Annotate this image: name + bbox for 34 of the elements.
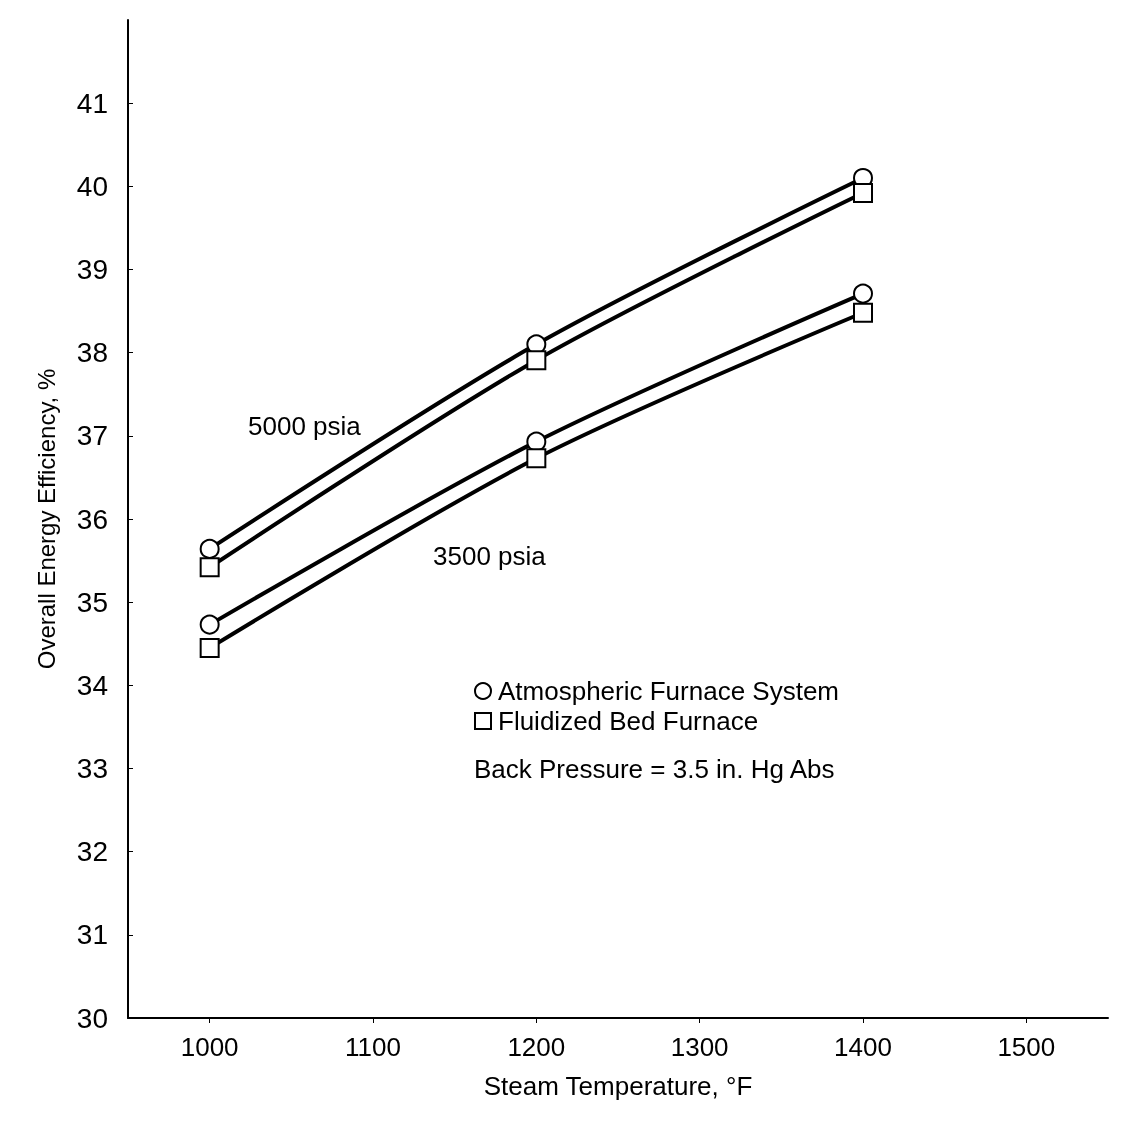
x-axis-title: Steam Temperature, °F bbox=[483, 1071, 753, 1101]
y-tick-label: 39 bbox=[76, 254, 108, 285]
legend-label: Atmospheric Furnace System bbox=[498, 676, 840, 706]
annotation: 3500 psia bbox=[433, 541, 547, 571]
point bbox=[853, 182, 873, 203]
annotation: Back Pressure = 3.5 in. Hg Abs bbox=[474, 754, 835, 784]
x-tick-label: 1300 bbox=[670, 1032, 729, 1062]
y-tick-label: 41 bbox=[76, 87, 108, 119]
x-tick-label: 1500 bbox=[997, 1032, 1056, 1062]
point bbox=[526, 350, 547, 371]
y-tick-label: 31 bbox=[76, 919, 108, 951]
x-tick-label: 1400 bbox=[834, 1032, 892, 1062]
legend-label: Fluidized Bed Furnace bbox=[498, 706, 759, 736]
y-tick-label: 32 bbox=[76, 836, 108, 868]
point bbox=[199, 614, 220, 635]
y-tick-label: 35 bbox=[76, 586, 108, 618]
point bbox=[199, 637, 220, 658]
point bbox=[853, 302, 873, 323]
y-tick-label: 40 bbox=[76, 170, 108, 202]
y-tick-label: 36 bbox=[76, 503, 108, 535]
y-axis-title: Overall Energy Efficiency, % bbox=[32, 368, 60, 670]
y-tick-label: 30 bbox=[76, 1002, 108, 1034]
x-tick-label: 1200 bbox=[507, 1032, 566, 1062]
y-tick-label: 33 bbox=[76, 753, 108, 784]
x-tick-label: 1100 bbox=[345, 1032, 401, 1062]
y-tick-label: 38 bbox=[76, 337, 108, 369]
annotation: 5000 psia bbox=[248, 411, 362, 441]
x-tick-label: 1000 bbox=[180, 1032, 239, 1062]
point bbox=[853, 283, 873, 304]
y-tick-label: 34 bbox=[76, 669, 108, 701]
point bbox=[526, 448, 547, 469]
point bbox=[199, 538, 220, 559]
y-tick-label: 37 bbox=[76, 420, 108, 452]
point bbox=[199, 557, 220, 578]
